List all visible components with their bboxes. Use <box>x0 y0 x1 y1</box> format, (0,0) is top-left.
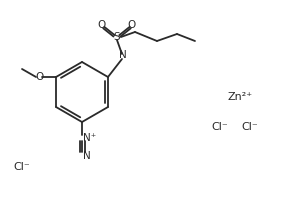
Text: O: O <box>98 20 106 30</box>
Text: O: O <box>35 72 43 82</box>
Text: Cl⁻: Cl⁻ <box>242 122 258 132</box>
Text: N: N <box>83 151 91 161</box>
Text: N: N <box>119 50 127 60</box>
Text: Zn²⁺: Zn²⁺ <box>227 92 253 102</box>
Text: N⁺: N⁺ <box>84 133 97 143</box>
Text: S: S <box>114 32 120 42</box>
Text: O: O <box>128 20 136 30</box>
Text: Cl⁻: Cl⁻ <box>212 122 228 132</box>
Text: Cl⁻: Cl⁻ <box>14 162 30 172</box>
